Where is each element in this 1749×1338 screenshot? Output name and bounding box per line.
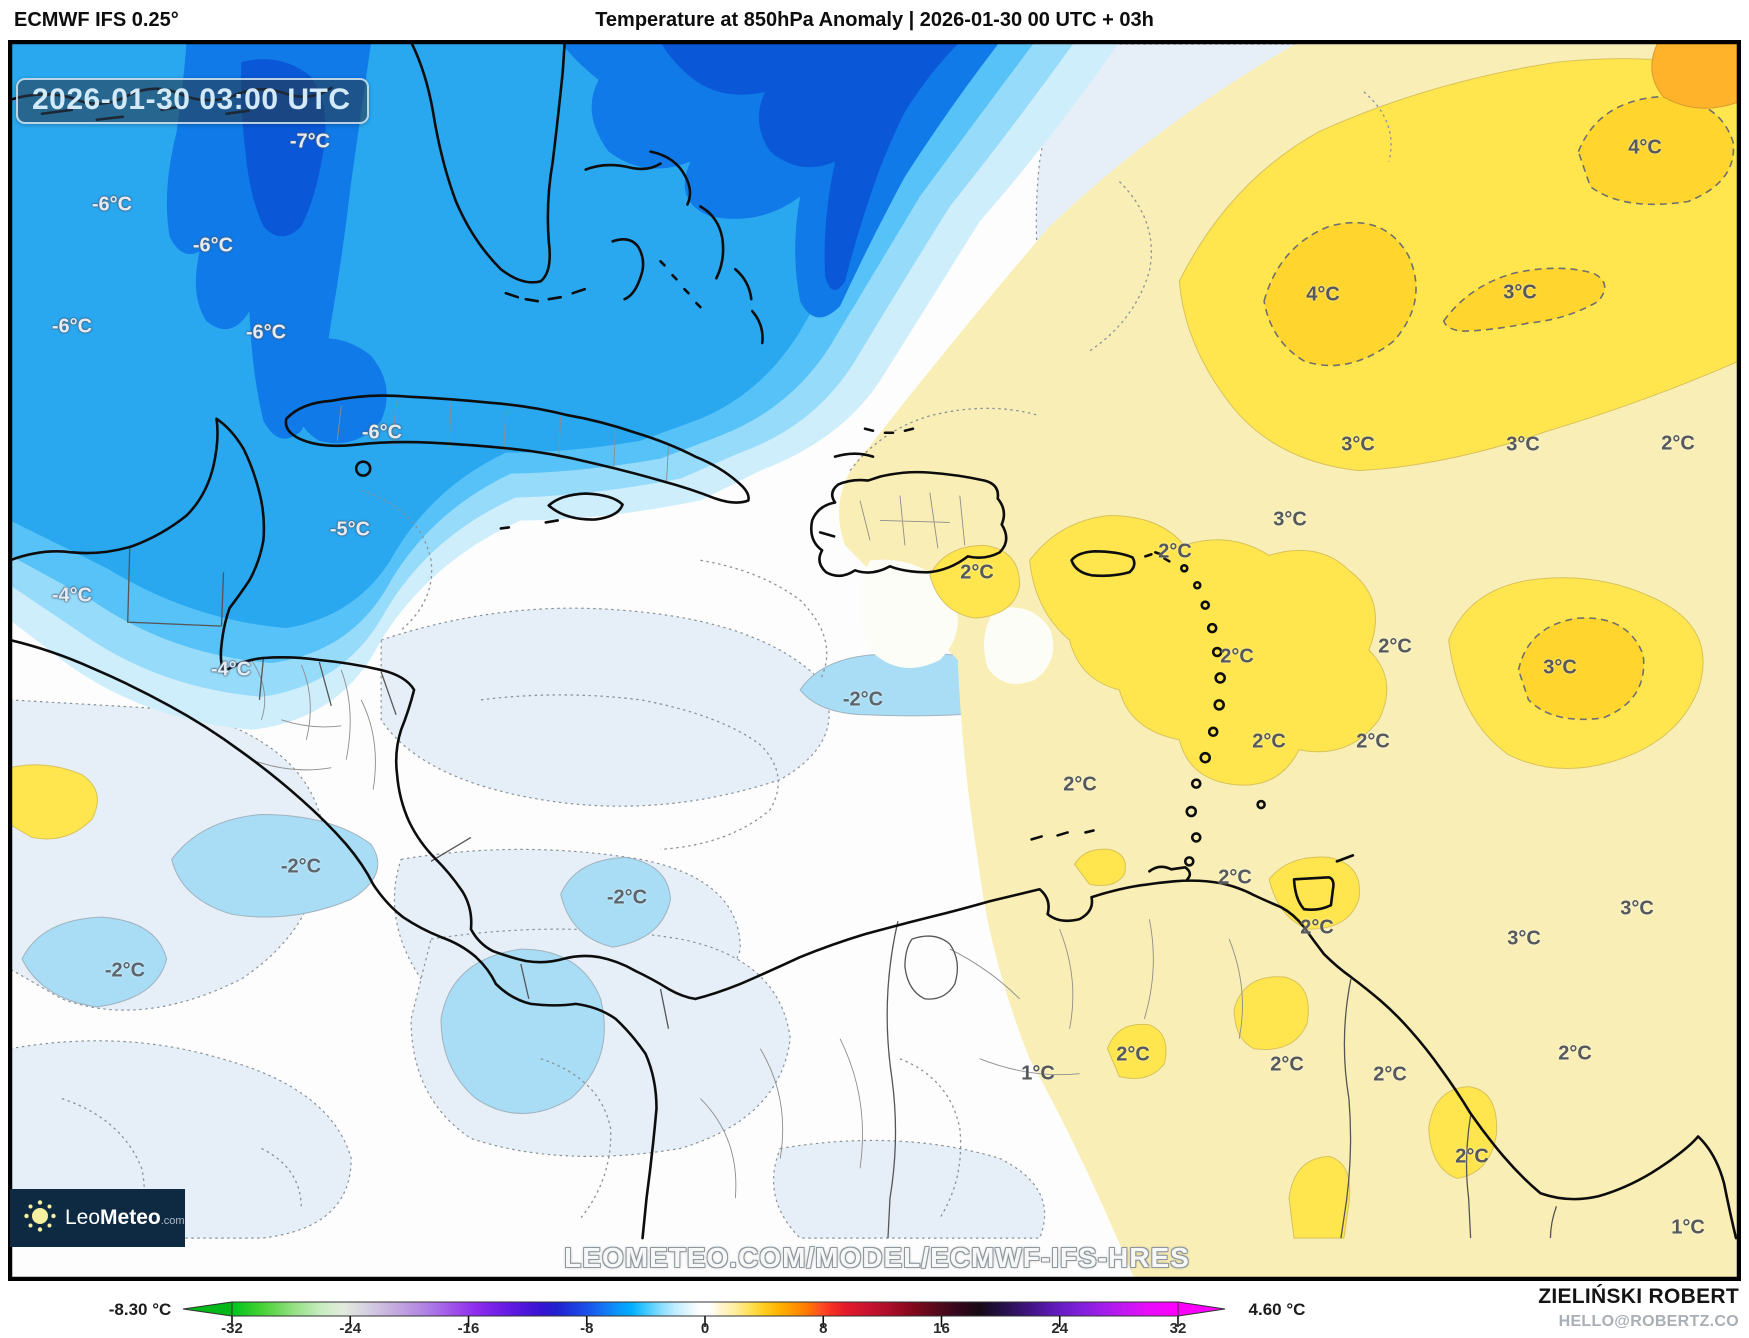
colorbar-tick: -32 <box>221 1320 243 1337</box>
timestamp-badge: 2026-01-30 03:00 UTC <box>16 78 369 124</box>
leometeo-logo[interactable]: LeoMeteo.com <box>10 1189 185 1247</box>
model-name: ECMWF IFS 0.25° <box>14 9 179 31</box>
colorbar-tick: -16 <box>457 1320 480 1337</box>
colorbar-tick: 8 <box>819 1320 828 1337</box>
anomaly-map-graphic <box>10 42 1739 1279</box>
colorbar-tick: 32 <box>1169 1320 1187 1337</box>
author-credit: ZIELIŃSKI ROBERT <box>1538 1285 1739 1308</box>
map-canvas[interactable]: 2026-01-30 03:00 UTC <box>8 40 1741 1281</box>
sun-icon <box>22 1198 58 1239</box>
watermark-text: LEOMETEO.COM/MODEL/ECMWF-IFS-HRES <box>564 1242 1190 1273</box>
contact-email: HELLO@ROBERTZ.CO <box>1558 1313 1739 1330</box>
colorbar-tick: -8 <box>580 1320 594 1337</box>
colorbar-tick: -24 <box>339 1320 362 1337</box>
colorbar-tick: 24 <box>1051 1320 1069 1337</box>
colorbar-tick: 16 <box>933 1320 950 1337</box>
page-title: Temperature at 850hPa Anomaly | 2026-01-… <box>595 9 1154 31</box>
logo-wordmark: LeoMeteo.com <box>65 1206 185 1229</box>
colorbar-tick: 0 <box>700 1320 710 1337</box>
colorbar-min-label: -8.30 °C <box>108 1300 172 1319</box>
colorbar-max-label: 4.60 °C <box>1248 1300 1306 1319</box>
